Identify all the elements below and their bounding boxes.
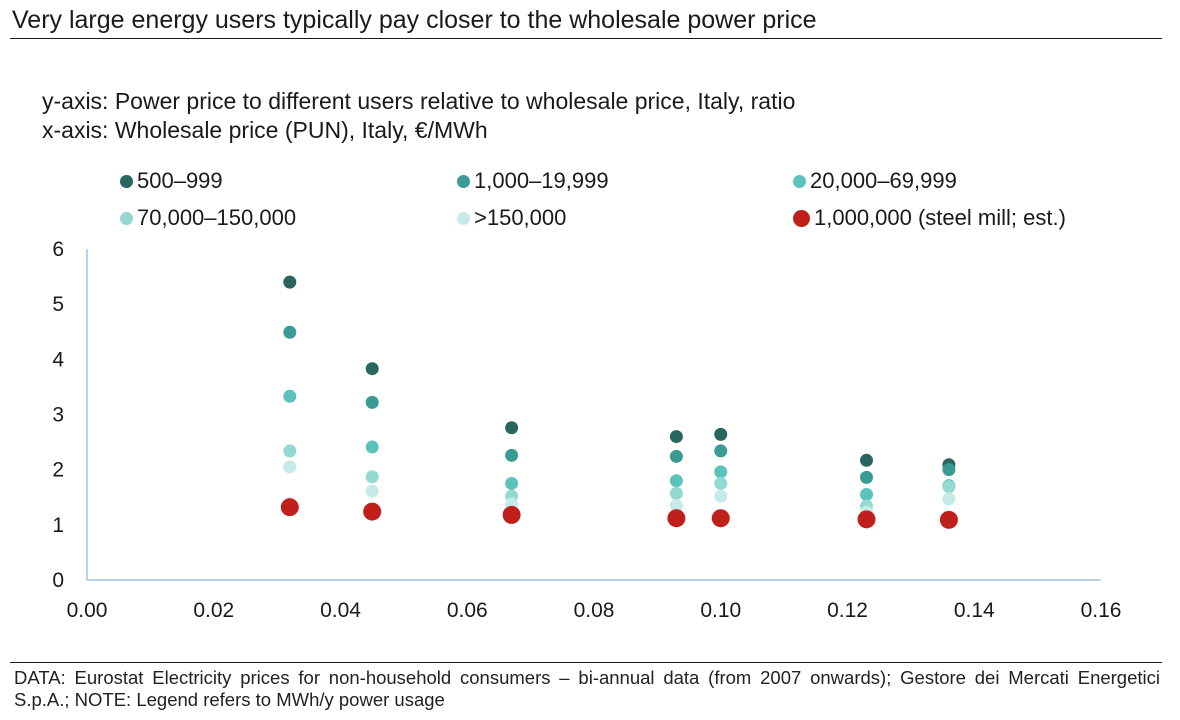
x-tick-label: 0.02 xyxy=(193,599,234,622)
data-point xyxy=(365,362,379,376)
legend-item-500-999: 500–999 xyxy=(120,168,223,194)
x-tick-label: 0.10 xyxy=(700,599,741,622)
series-1 xyxy=(283,325,956,484)
data-point xyxy=(505,476,519,490)
legend-label-1000-19999: 1,000–19,999 xyxy=(474,168,609,193)
y-tick-label: 1 xyxy=(52,514,64,537)
data-point xyxy=(669,474,683,488)
data-point xyxy=(283,275,297,289)
y-tick-label: 0 xyxy=(52,569,64,592)
x-tick-label: 0.08 xyxy=(574,599,615,622)
series-5 xyxy=(280,498,958,529)
x-tick-label: 0.06 xyxy=(447,599,488,622)
y-axis-description: y-axis: Power price to different users r… xyxy=(42,88,796,114)
x-axis-description: x-axis: Wholesale price (PUN), Italy, €/… xyxy=(42,117,488,143)
legend-marker-1000-19999 xyxy=(457,174,470,188)
y-tick-label: 5 xyxy=(52,293,64,316)
footer-divider xyxy=(10,662,1162,663)
y-tick-label: 2 xyxy=(52,459,64,482)
legend-label-500-999: 500–999 xyxy=(137,168,223,193)
data-point xyxy=(942,480,956,494)
legend-marker-20000-69999 xyxy=(793,174,806,188)
data-point xyxy=(365,484,379,498)
data-point xyxy=(365,395,379,409)
legend-item-70000-150000: 70,000–150,000 xyxy=(120,205,296,231)
source-note: DATA: Eurostat Electricity prices for no… xyxy=(14,667,1160,710)
series-2 xyxy=(283,389,956,501)
data-point xyxy=(714,444,728,458)
legend-label-over-150000: >150,000 xyxy=(474,205,567,230)
data-point xyxy=(505,421,519,435)
data-point xyxy=(667,509,686,528)
data-point xyxy=(502,505,521,524)
series-4 xyxy=(283,460,956,519)
data-point xyxy=(857,510,876,529)
data-point xyxy=(860,487,874,501)
data-point xyxy=(860,470,874,484)
title-divider xyxy=(10,38,1162,39)
series-3 xyxy=(283,444,956,513)
data-point xyxy=(714,427,728,441)
y-tick-label: 3 xyxy=(52,404,64,427)
data-point xyxy=(365,440,379,454)
legend-item-over-150000: >150,000 xyxy=(457,205,566,231)
data-point xyxy=(860,453,874,467)
data-point xyxy=(939,510,958,529)
x-tick-label: 0.16 xyxy=(1081,599,1122,622)
data-point xyxy=(283,460,297,474)
legend-marker-steel-mill xyxy=(793,209,810,227)
y-tick-label: 6 xyxy=(52,238,64,261)
data-point xyxy=(711,509,730,528)
scatter-plot: 0 1 2 3 4 5 6 0.00 0.02 0.04 0.06 0.08 0.10 0.12 0.14… xyxy=(52,238,1122,622)
y-tick-label: 4 xyxy=(52,348,64,371)
data-point xyxy=(363,502,382,521)
x-tick-label: 0.04 xyxy=(320,599,361,622)
data-point xyxy=(669,449,683,463)
series-0 xyxy=(283,275,956,472)
legend-marker-over-150000 xyxy=(457,211,470,225)
y-axis-ticks: 0 1 2 3 4 5 6 xyxy=(52,238,64,592)
data-point xyxy=(714,489,728,503)
legend-label-steel-mill: 1,000,000 (steel mill; est.) xyxy=(814,205,1066,230)
legend-marker-70000-150000 xyxy=(120,211,133,225)
data-point xyxy=(942,492,956,506)
x-tick-label: 0.14 xyxy=(954,599,995,622)
legend-marker-500-999 xyxy=(120,174,133,188)
data-point xyxy=(669,499,683,513)
data-point xyxy=(283,444,297,458)
data-point xyxy=(280,498,299,517)
data-points xyxy=(280,275,958,529)
legend-label-20000-69999: 20,000–69,999 xyxy=(810,168,957,193)
data-point xyxy=(942,463,956,477)
legend-item-1000-19999: 1,000–19,999 xyxy=(457,168,609,194)
data-point xyxy=(714,465,728,479)
x-tick-label: 0.00 xyxy=(67,599,108,622)
data-point xyxy=(714,476,728,490)
data-point xyxy=(283,389,297,403)
data-point xyxy=(669,486,683,500)
x-tick-label: 0.12 xyxy=(827,599,868,622)
data-point xyxy=(669,430,683,444)
chart-title: Very large energy users typically pay cl… xyxy=(12,6,817,34)
legend-label-70000-150000: 70,000–150,000 xyxy=(137,205,297,230)
x-axis-ticks: 0.00 0.02 0.04 0.06 0.08 0.10 0.12 0.14 0.16 xyxy=(67,599,1122,622)
data-point xyxy=(505,448,519,462)
legend-item-20000-69999: 20,000–69,999 xyxy=(793,168,957,194)
legend-item-steel-mill: 1,000,000 (steel mill; est.) xyxy=(793,205,1066,231)
data-point xyxy=(283,325,297,339)
data-point xyxy=(365,470,379,484)
